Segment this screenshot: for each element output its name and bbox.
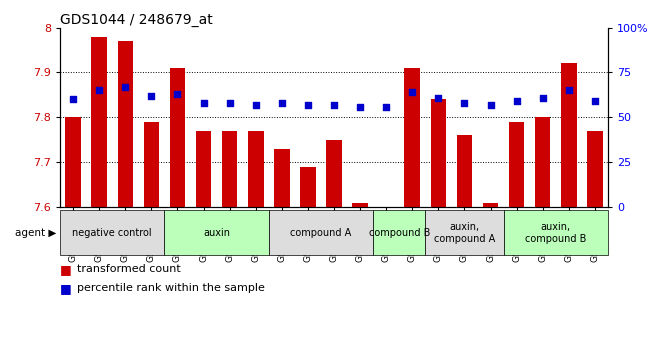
- Bar: [170, 68, 185, 207]
- Point: [68, 97, 79, 102]
- Text: compound A: compound A: [291, 228, 351, 238]
- Bar: [535, 117, 550, 207]
- Point: [511, 98, 522, 104]
- Bar: [404, 68, 420, 207]
- Text: ■: ■: [60, 263, 72, 276]
- Bar: [222, 131, 238, 207]
- Point: [224, 100, 235, 106]
- Point: [120, 84, 131, 90]
- Point: [459, 100, 470, 106]
- Bar: [144, 122, 159, 207]
- Text: auxin: auxin: [203, 228, 230, 238]
- Bar: [352, 203, 368, 207]
- Point: [589, 98, 600, 104]
- Bar: [248, 131, 264, 207]
- Text: negative control: negative control: [72, 228, 152, 238]
- Text: compound B: compound B: [369, 228, 430, 238]
- Bar: [300, 167, 316, 207]
- Text: agent ▶: agent ▶: [15, 228, 57, 238]
- Bar: [65, 117, 81, 207]
- Bar: [509, 122, 524, 207]
- Point: [303, 102, 313, 108]
- Text: auxin,
compound B: auxin, compound B: [525, 222, 587, 244]
- Point: [172, 91, 183, 97]
- Point: [355, 104, 365, 109]
- Bar: [430, 99, 446, 207]
- Text: auxin,
compound A: auxin, compound A: [434, 222, 495, 244]
- Text: ■: ■: [60, 282, 72, 295]
- Point: [277, 100, 287, 106]
- Point: [329, 102, 339, 108]
- Point: [485, 102, 496, 108]
- Bar: [118, 41, 133, 207]
- Point: [94, 88, 105, 93]
- Point: [198, 100, 209, 106]
- Point: [381, 104, 391, 109]
- Bar: [457, 135, 472, 207]
- Point: [563, 88, 574, 93]
- Bar: [483, 203, 498, 207]
- Bar: [587, 131, 603, 207]
- Bar: [326, 140, 342, 207]
- Text: GDS1044 / 248679_at: GDS1044 / 248679_at: [60, 12, 213, 27]
- Bar: [561, 63, 576, 207]
- Point: [433, 95, 444, 100]
- Bar: [274, 149, 290, 207]
- Bar: [196, 131, 211, 207]
- Text: transformed count: transformed count: [77, 264, 180, 274]
- Text: percentile rank within the sample: percentile rank within the sample: [77, 283, 265, 293]
- Point: [407, 89, 418, 95]
- Point: [250, 102, 261, 108]
- Point: [537, 95, 548, 100]
- Point: [146, 93, 157, 99]
- Bar: [92, 37, 107, 207]
